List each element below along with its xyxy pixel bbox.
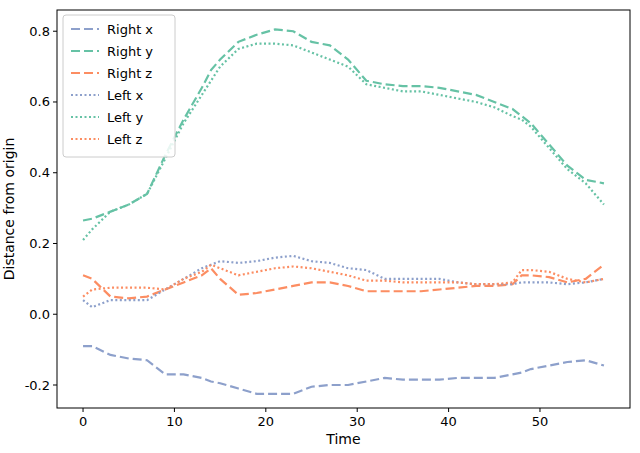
legend-label: Left z (107, 132, 143, 147)
series-line (83, 346, 604, 394)
legend-swatch (71, 94, 99, 96)
y-tick-label: 0.8 (29, 24, 50, 39)
legend-swatch (71, 72, 99, 74)
x-tick-label: 30 (349, 414, 366, 429)
legend-label: Left x (107, 88, 144, 103)
y-axis-label: Distance from origin (1, 138, 17, 281)
x-tick (357, 408, 358, 412)
legend-swatch (71, 138, 99, 140)
x-tick (539, 408, 540, 412)
legend-swatch (71, 50, 99, 52)
y-tick (53, 172, 57, 173)
x-tick-label: 0 (79, 414, 87, 429)
y-tick-label: 0.4 (29, 165, 50, 180)
y-tick-label: -0.2 (25, 378, 50, 393)
series-line (83, 256, 604, 307)
y-tick (53, 31, 57, 32)
legend-label: Right y (107, 44, 153, 59)
chart: 0 10 20 30 40 50 -0.2 0.0 0.2 0.4 0.6 0.8 Time Distan… (0, 0, 640, 453)
plot-frame (57, 10, 630, 408)
x-axis-label: Time (325, 431, 360, 447)
legend-swatch (71, 116, 99, 118)
y-tick (53, 101, 57, 102)
y-tick-label: 0.0 (29, 307, 50, 322)
y-tick (53, 314, 57, 315)
y-tick-label: 0.2 (29, 236, 50, 251)
y-tick (53, 385, 57, 386)
x-tick (265, 408, 266, 412)
legend-swatch (71, 28, 99, 30)
x-tick-label: 10 (166, 414, 183, 429)
x-tick-label: 20 (258, 414, 275, 429)
x-tick-label: 50 (532, 414, 549, 429)
series-line (83, 265, 604, 299)
legend-label: Left y (107, 110, 144, 125)
legend-label: Right z (107, 66, 152, 81)
x-tick-label: 40 (440, 414, 457, 429)
x-tick (174, 408, 175, 412)
series-line (83, 265, 604, 297)
y-tick-label: 0.6 (29, 94, 50, 109)
legend-label: Right x (107, 22, 153, 37)
y-tick (53, 243, 57, 244)
x-tick (83, 408, 84, 412)
legend-box (63, 15, 175, 157)
x-tick (448, 408, 449, 412)
legend: Right x Right y Right z Left x Left y Left z (63, 15, 175, 157)
